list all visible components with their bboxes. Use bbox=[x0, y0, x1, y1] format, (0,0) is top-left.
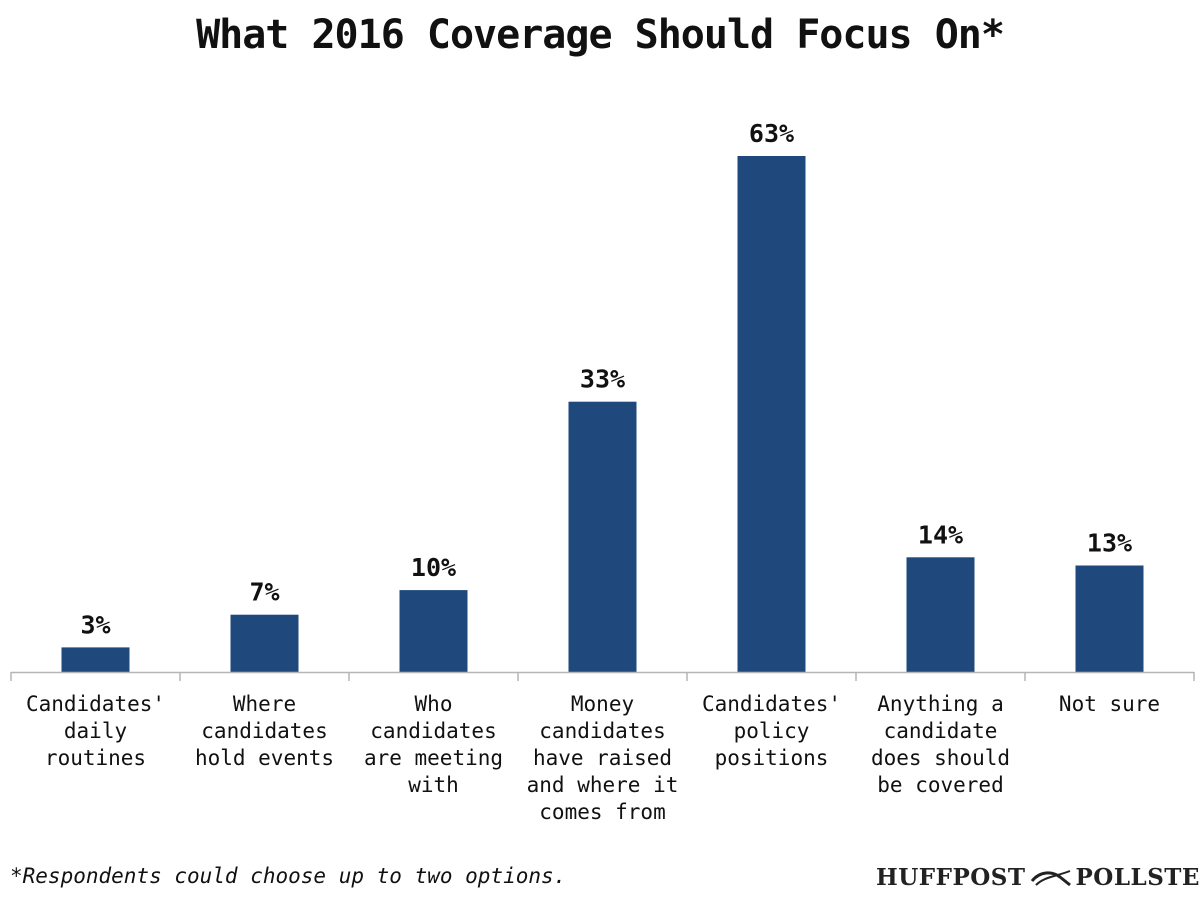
footnote: *Respondents could choose up to two opti… bbox=[10, 864, 567, 888]
category-label-0: Candidates' daily routines bbox=[26, 692, 165, 770]
data-label-0: 3% bbox=[80, 610, 110, 639]
huffpost-pollster-logo: HUFFPOST POLLSTER bbox=[876, 864, 1200, 891]
bar-3 bbox=[568, 401, 637, 672]
category-label-2: Who candidates are meeting with bbox=[364, 692, 503, 797]
category-label-6: Not sure bbox=[1059, 692, 1160, 716]
data-label-4: 63% bbox=[749, 119, 794, 148]
bar-1 bbox=[230, 614, 299, 672]
data-label-5: 14% bbox=[918, 520, 963, 549]
bar-6 bbox=[1075, 565, 1144, 672]
logo-text-pollster: POLLSTER bbox=[1075, 864, 1200, 891]
category-label-1: Where candidates hold events bbox=[195, 692, 334, 770]
chart-title: What 2016 Coverage Should Focus On* bbox=[196, 12, 1005, 58]
logo-text-huffpost: HUFFPOST bbox=[876, 864, 1026, 891]
logo-swoosh-icon bbox=[1030, 869, 1071, 886]
bar-0 bbox=[61, 647, 130, 672]
category-label-3: Money candidates have raised and where it co… bbox=[527, 692, 679, 824]
bar-5 bbox=[906, 557, 975, 672]
category-label-5: Anything a candidate does should be covered bbox=[871, 692, 1010, 797]
data-label-3: 33% bbox=[580, 365, 625, 394]
labels-layer: 3% Candidates' daily routines 7% Where candida… bbox=[26, 119, 1160, 824]
data-label-2: 10% bbox=[411, 553, 456, 582]
data-label-1: 7% bbox=[249, 578, 279, 607]
data-label-6: 13% bbox=[1087, 529, 1132, 558]
bar-4 bbox=[737, 156, 806, 672]
bar-2 bbox=[399, 590, 468, 672]
bars-layer bbox=[61, 156, 1144, 672]
x-axis bbox=[10, 671, 1195, 681]
category-label-4: Candidates' policy positions bbox=[702, 692, 841, 770]
